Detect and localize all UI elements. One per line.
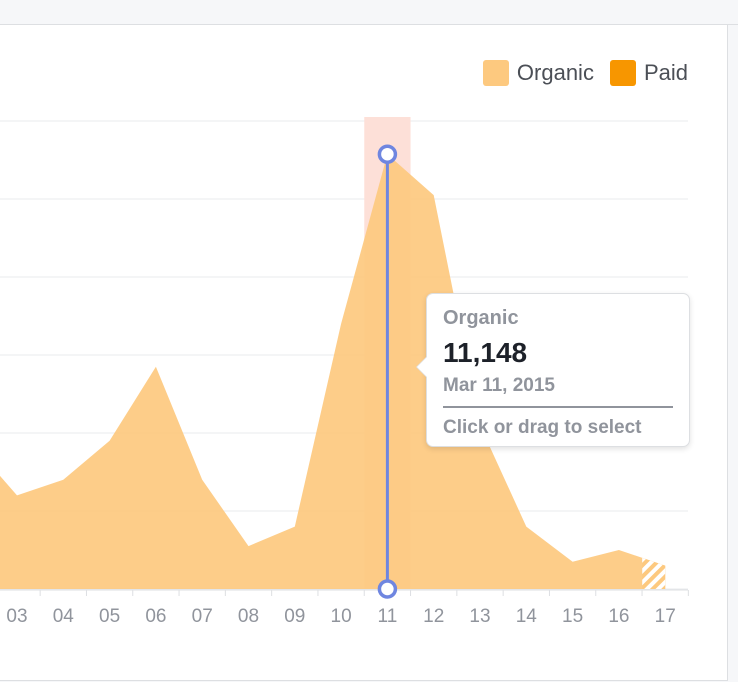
legend-item-organic[interactable]: Organic [482,60,594,86]
tooltip-date: Mar 11, 2015 [443,374,673,408]
x-tick-label: 05 [99,606,120,627]
x-tick-label: 07 [192,606,213,627]
x-tick-label: 17 [655,606,676,627]
partial-data-hatch [642,557,666,589]
tooltip-value: 11,148 [443,337,528,368]
legend-swatch-organic [482,60,509,86]
legend-label-paid: Paid [643,60,688,85]
tooltip: Organic 11,148 Mar 11, 2015 Click or dra… [416,293,690,447]
x-tick-label: 16 [608,606,629,627]
x-tick-label: 09 [284,606,305,627]
legend-item-paid[interactable]: Paid [609,60,688,86]
top-bar [0,0,738,25]
hatch-stripes [642,557,666,589]
legend-swatch-paid [609,60,636,86]
cursor-handle-top[interactable] [377,144,398,164]
x-tick-label: 11 [378,606,398,627]
tooltip-hint: Click or drag to select [443,417,642,438]
cursor-handle-bottom[interactable] [377,579,398,599]
x-tick-label: 08 [238,606,259,627]
x-tick-label: 04 [53,606,75,627]
x-tick-label: 13 [469,606,490,627]
x-axis-ticks: 03 04 05 06 07 08 09 10 11 12 13 14 15 16 17 [6,590,689,627]
series-area-organic[interactable] [0,154,666,589]
x-tick-label: 03 [6,606,27,627]
x-tick-label: 15 [562,606,583,627]
x-tick-label: 14 [516,606,538,627]
x-tick-label: 12 [423,606,444,627]
x-tick-label: 10 [331,606,352,627]
x-tick-label: 06 [145,606,166,627]
tooltip-series: Organic [443,307,519,329]
chart-legend: Organic Paid [467,60,688,86]
legend-label-organic: Organic [516,60,594,85]
